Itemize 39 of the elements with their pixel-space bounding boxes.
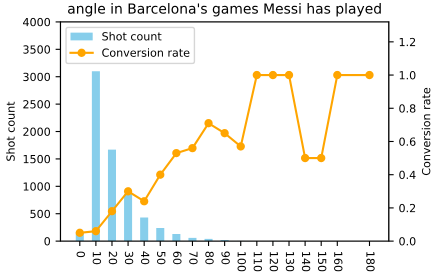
y2-tick-label: 0.6 — [399, 137, 416, 146]
x-tick-label: 180 — [366, 252, 375, 272]
y2-tick-label: 1.0 — [400, 71, 416, 80]
x-tick-label: 130 — [286, 252, 294, 272]
x-tick-label: 90 — [221, 252, 230, 264]
x-tick-label: 150 — [318, 252, 326, 272]
y-tick-label: 1500 — [24, 154, 50, 164]
x-tick-label: 20 — [108, 252, 118, 264]
x-tick-label: 30 — [124, 252, 134, 264]
x-tick-label: 160 — [334, 252, 342, 272]
y-tick-label: 0 — [44, 237, 50, 246]
y2-tick-label: 0.8 — [399, 104, 416, 113]
y-tick-label: 3500 — [23, 45, 50, 54]
x-tick-label: 70 — [189, 252, 198, 264]
x-tick-label: 100 — [238, 252, 246, 272]
y-tick-label: 1000 — [24, 182, 50, 191]
y-tick-label: 2500 — [23, 100, 50, 108]
y-tick-label: 2000 — [23, 127, 50, 136]
legend-label: Shot count — [102, 32, 162, 41]
y2-tick-label: 0.0 — [399, 237, 416, 246]
y2-tick-label: 0.2 — [399, 204, 416, 212]
chart-title: angle in Barcelona's games Messi has played — [68, 3, 381, 16]
x-tick-label: 110 — [254, 252, 262, 272]
y2-tick-label: 1.2 — [400, 38, 416, 46]
y-tick-label: 4000 — [23, 18, 50, 26]
y2-axis-title: Conversion rate — [422, 88, 430, 176]
y2-tick-label: 0.4 — [399, 170, 416, 180]
x-tick-label: 0 — [76, 252, 85, 258]
y-tick-label: 500 — [30, 210, 50, 218]
y-axis-title: Shot count — [6, 102, 15, 161]
x-tick-label: 50 — [157, 252, 166, 264]
x-tick-label: 140 — [302, 252, 310, 272]
x-tick-label: 40 — [140, 251, 150, 264]
x-tick-label: 10 — [92, 252, 102, 264]
legend-label: Conversion rate — [102, 48, 190, 57]
y-tick-label: 3000 — [23, 72, 50, 82]
x-tick-label: 120 — [270, 252, 278, 272]
x-tick-label: 60 — [173, 252, 182, 264]
x-tick-label: 80 — [205, 252, 214, 264]
